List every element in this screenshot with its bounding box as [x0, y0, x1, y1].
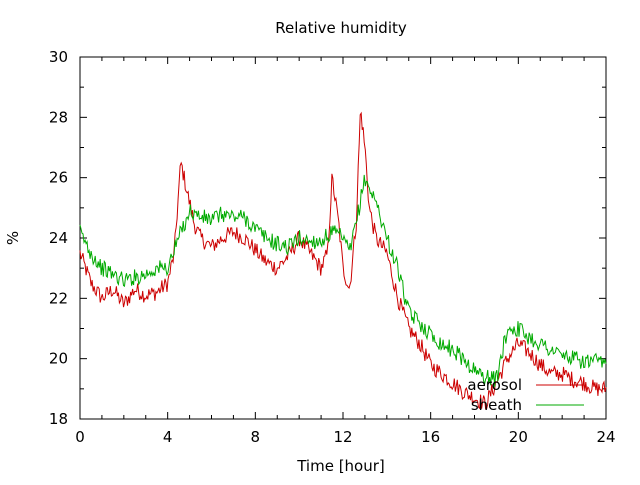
- x-tick-label: 0: [75, 428, 85, 446]
- x-axis-label: Time [hour]: [296, 457, 385, 475]
- series-line-aerosol: [79, 111, 607, 410]
- x-tick-label: 8: [251, 428, 261, 446]
- y-tick-label: 22: [49, 289, 68, 307]
- series-layer: [79, 111, 607, 410]
- x-tick-label: 24: [596, 428, 615, 446]
- x-tick-label: 20: [509, 428, 528, 446]
- x-tick-label: 4: [163, 428, 173, 446]
- x-tick-label: 12: [333, 428, 352, 446]
- legend: aerosol sheath: [467, 376, 584, 414]
- series-line-sheath: [79, 174, 607, 388]
- y-axis-label: %: [4, 231, 22, 245]
- y-tick-label: 28: [49, 108, 68, 126]
- y-tick-label: 20: [49, 350, 68, 368]
- y-tick-label: 24: [49, 229, 68, 247]
- x-tick-label: 16: [421, 428, 440, 446]
- y-tick-label: 26: [49, 169, 68, 187]
- ticks-layer: 0 4 8 12 16 20 24 18 20 22 24 26 28 30: [49, 48, 616, 446]
- y-tick-label: 18: [49, 410, 68, 428]
- legend-label-sheath: sheath: [471, 396, 522, 414]
- y-tick-label: 30: [49, 48, 68, 66]
- chart-title: Relative humidity: [275, 19, 407, 37]
- legend-label-aerosol: aerosol: [467, 376, 522, 394]
